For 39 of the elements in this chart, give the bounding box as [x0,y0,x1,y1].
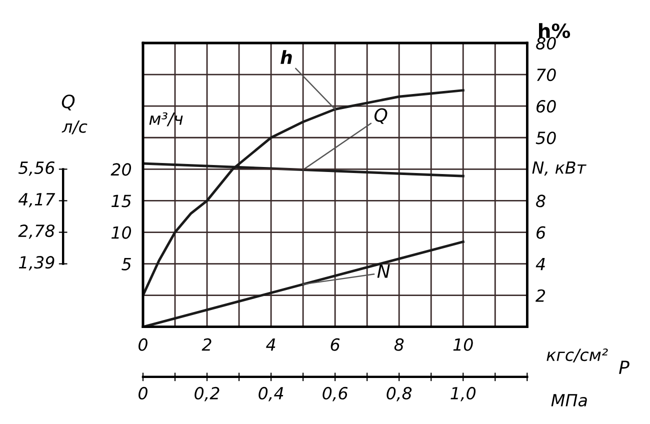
y3-tick-label: 4 [536,258,545,270]
y2-tick-label: 80 [536,36,556,50]
x-tick-label: 4 [266,338,276,351]
x2-tick-label: 0,2 [194,386,220,402]
text: 5,56 [18,161,55,176]
text: 2,78 [18,224,55,239]
y3-tick-label: 6 [536,226,546,239]
y3-tick-label: 2 [536,289,546,302]
x-axis-title: кгс/см² [546,348,608,362]
y2-tick-label: 60 [536,100,556,113]
text: Q [62,94,75,110]
text: P [619,360,630,374]
y3-tick-label: 8 [536,194,546,208]
y2-tick-label: 70 [537,68,556,82]
text: л/с [62,120,88,134]
x2-axis-title: МПа [551,394,587,407]
text: 4,17 [18,193,56,208]
series-label: N [377,264,390,278]
x-tick-label: 6 [330,338,340,351]
y-tick-label: 20 [110,163,132,176]
y-tick-label: 5 [122,258,131,270]
x2-tick-label: 0,6 [322,386,348,402]
x-tick-label: 8 [394,338,404,351]
x2-tick-label: 1,0 [450,386,476,402]
line-series [143,89,464,297]
x-tick-label: 2 [202,338,212,351]
y3-axis-title: N, кВт [532,162,586,176]
x-tick-label: 0 [138,338,148,351]
y-tick-label: 15 [111,194,131,208]
text: Q [374,108,388,124]
x-tick-label: 10 [453,338,473,351]
x2-tick-label: 0,8 [386,386,412,402]
x2-tick-label: 0 [138,386,148,400]
y2-tick-label: 50 [536,132,556,144]
y2-axis-title: h% [539,23,570,38]
y-tick-label: 10 [111,226,132,239]
text: 1,39 [18,256,54,270]
x2-tick-label: 0,4 [258,386,284,402]
text: h [280,50,292,64]
